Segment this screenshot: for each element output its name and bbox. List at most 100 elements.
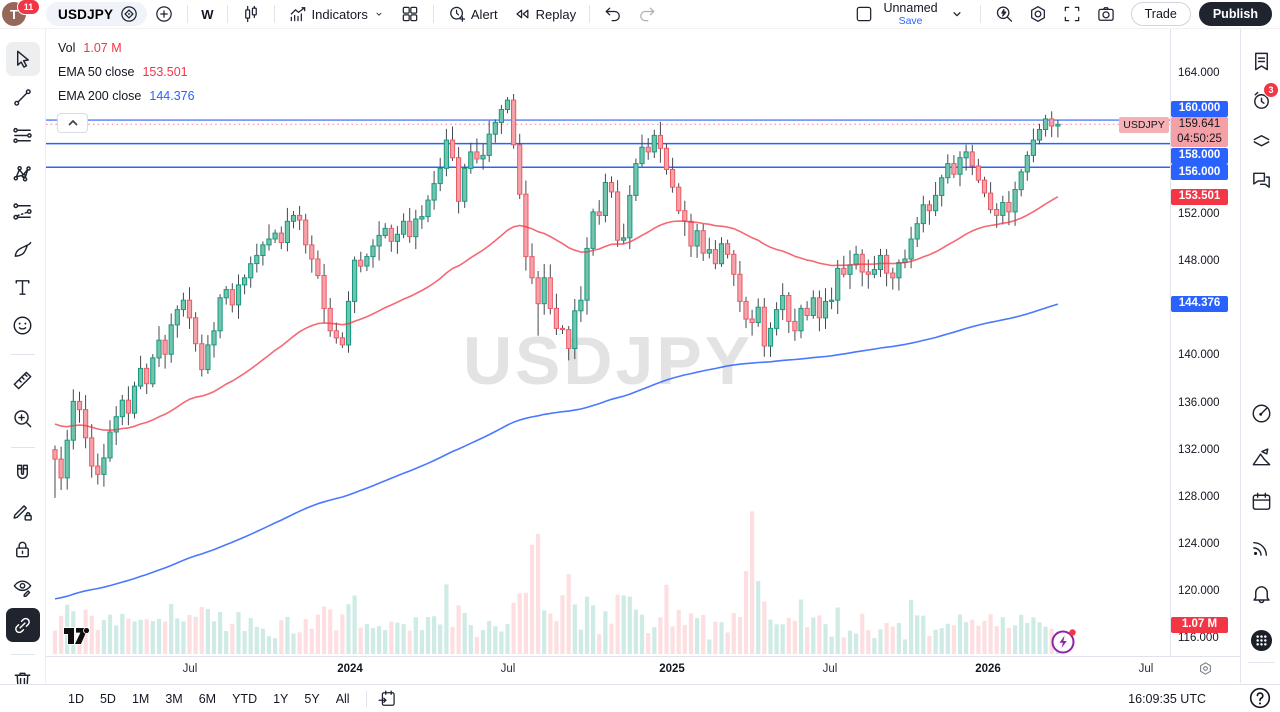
zoom-in-tool-button[interactable] [6,401,40,435]
divider [273,5,275,23]
pattern-tool-button[interactable] [6,156,40,190]
price-tick: 140.000 [1178,349,1220,362]
brush-tool-button[interactable] [6,232,40,266]
symbol-label: USDJPY [58,6,114,22]
indicators-label: Indicators [311,6,368,22]
stay-in-drawing-mode-button[interactable] [6,494,40,528]
range-all-button[interactable]: All [328,689,358,709]
legend-ema200-row[interactable]: EMA 200 close 144.376 [58,84,195,108]
fullscreen-button[interactable] [1056,2,1088,26]
last-price-value: 159.641 [1178,118,1221,131]
tradingview-logo[interactable] [62,620,96,655]
projection-tool-button[interactable] [6,194,40,228]
price-tick: 164.000 [1178,67,1220,79]
indicator-templates-button[interactable] [394,2,426,26]
legend-ema50-row[interactable]: EMA 50 close 153.501 [58,60,195,84]
magnet-mode-button[interactable] [6,456,40,490]
range-ytd-button[interactable]: YTD [224,689,265,709]
axis-settings-button[interactable] [1197,660,1217,680]
level-160-badge[interactable]: 160.000 [1171,100,1228,117]
interval-label: W [201,6,214,22]
range-1d-button[interactable]: 1D [60,689,92,709]
sync-drawings-button[interactable] [5,608,40,642]
layout-name-block[interactable]: Unnamed Save [881,1,939,27]
divider [1248,662,1274,663]
watchlist-button[interactable] [1247,47,1275,75]
replay-button[interactable]: Replay [506,2,582,26]
quick-search-icon [994,4,1014,24]
time-axis[interactable]: Jul 2024 Jul 2025 Jul 2026 Jul [46,656,1240,684]
divider [10,447,35,448]
range-5d-button[interactable]: 5D [92,689,124,709]
screenshot-button[interactable] [1090,2,1122,26]
object-tree-button[interactable] [1247,126,1275,154]
range-1y-button[interactable]: 1Y [265,689,296,709]
chart-type-button[interactable] [235,2,267,26]
top-toolbar: T 11 USDJPY W Indicators Alert Replay Unnam… [0,0,1280,29]
range-6m-button[interactable]: 6M [191,689,224,709]
quick-search-button[interactable] [988,2,1020,26]
level-156-badge[interactable]: 156.000 [1171,164,1228,181]
legend-collapse-button[interactable] [57,113,88,133]
text-tool-button[interactable] [6,270,40,304]
undo-button[interactable] [597,2,629,26]
range-5y-button[interactable]: 5Y [296,689,327,709]
volume-badge: 1.07 M [1171,617,1228,633]
ema50-badge: 153.501 [1171,188,1228,205]
rss-icon [1252,541,1267,556]
trade-button[interactable]: Trade [1130,2,1191,26]
alert-label: Alert [470,6,498,22]
goto-date-button[interactable] [375,687,399,711]
lightning-badge-icon[interactable] [1049,626,1079,656]
alerts-button[interactable]: 3 [1247,82,1279,114]
lock-drawings-button[interactable] [6,532,40,566]
horizontal-lines-icon [13,127,32,143]
level-158-badge[interactable]: 158.000 [1171,147,1228,164]
layout-icon [857,6,872,22]
layout-select-button[interactable] [848,2,880,26]
range-1m-button[interactable]: 1M [124,689,157,709]
alert-button[interactable]: Alert [441,2,504,26]
chart-pane[interactable]: USDJPY Vol 1.07 M EMA 50 close 153.501 E… [46,28,1170,656]
toolbar-right-group: Unnamed Save Trade Publish [847,0,1280,28]
notification-count-badge: 11 [17,0,40,15]
legend-volume-row[interactable]: Vol 1.07 M [58,36,195,60]
measure-tool-button[interactable] [6,363,40,397]
layout-menu-chevron-button[interactable] [941,2,973,26]
radar-icon [1252,404,1270,422]
last-price-badge: 159.641 04:50:25 [1171,116,1228,147]
news-flow-button[interactable] [1247,533,1275,561]
save-link[interactable]: Save [898,15,923,27]
fib-lines-tool-button[interactable] [6,118,40,152]
hide-drawings-button[interactable] [6,570,40,604]
publish-button[interactable]: Publish [1198,2,1272,26]
help-icon [1247,685,1274,711]
chat-button[interactable] [1247,166,1275,194]
screener-button[interactable] [1247,399,1275,427]
ema50-value: 153.501 [142,64,188,79]
calendar-button[interactable] [1247,487,1275,515]
help-button[interactable] [1247,684,1274,711]
compare-add-button[interactable] [148,2,180,26]
interval-button[interactable]: W [195,2,219,26]
indicators-button[interactable]: Indicators [282,2,392,26]
fullscreen-icon [1062,4,1082,24]
settings-button[interactable] [1022,2,1054,26]
trend-line-tool-button[interactable] [6,80,40,114]
clock[interactable]: 16:09:35 UTC [1128,692,1206,706]
notifications-button[interactable] [1247,579,1275,607]
redo-button [631,2,663,26]
range-3m-button[interactable]: 3M [157,689,190,709]
volume-label: Vol [58,40,76,55]
symbol-search-button[interactable]: USDJPY [46,2,148,26]
price-tick: 128.000 [1178,490,1220,503]
ruler-icon [13,371,32,389]
cursor-tool-button[interactable] [5,42,40,76]
price-axis[interactable]: 164.000 152.000 148.000 140.000 136.000 132.0… [1119,28,1241,656]
emoji-tool-button[interactable] [6,308,40,342]
replay-icon [516,9,529,19]
more-apps-button[interactable] [1247,626,1275,654]
ema50-label: EMA 50 close [58,64,135,79]
ideas-button[interactable] [1247,443,1275,471]
price-tick: 136.000 [1178,396,1220,409]
